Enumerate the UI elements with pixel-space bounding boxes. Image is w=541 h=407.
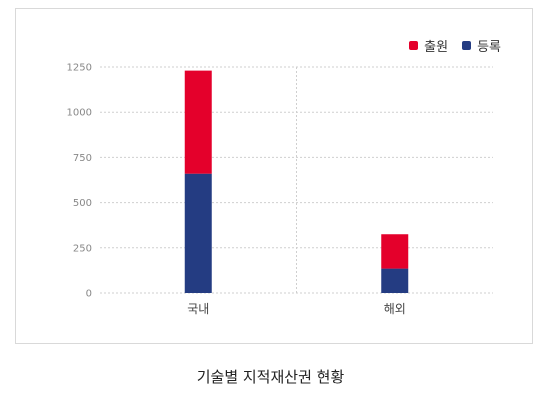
y-tick-label-0: 0 [86,289,92,300]
legend-item-application: 출원 [409,36,448,55]
legend-label-application: 출원 [424,40,449,55]
x-category-label-0: 국내 [187,302,209,316]
bar-1-1 [381,234,409,269]
legend-swatch-application [409,41,419,50]
legend-swatch-registration [462,41,472,50]
legend-label-registration: 등록 [477,40,501,55]
y-tick-label-3: 750 [73,153,92,164]
chart-caption: 기술별 지적재산권 현황 [196,368,345,386]
legend: 출원 등록 [409,36,501,55]
chart-card [15,8,533,344]
y-tick-label-2: 500 [73,198,92,209]
y-tick-label-4: 1000 [67,108,92,119]
x-category-label-1: 해외 [384,302,406,316]
bar-0-1 [184,70,212,174]
legend-item-registration: 등록 [462,36,501,55]
bar-0-0 [184,173,212,293]
y-tick-label-1: 250 [73,243,92,254]
y-tick-label-5: 1250 [67,63,92,74]
bar-1-0 [381,268,409,293]
